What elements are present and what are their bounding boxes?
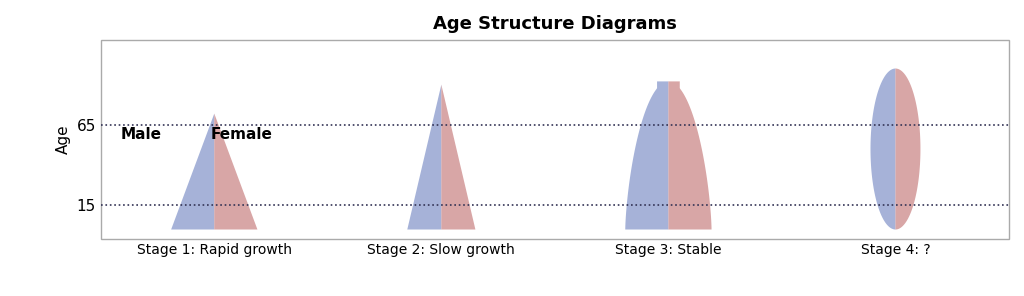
Polygon shape	[441, 85, 475, 229]
Polygon shape	[669, 81, 712, 229]
Text: Stage 4: ?: Stage 4: ?	[860, 243, 930, 257]
Text: Male: Male	[121, 127, 162, 142]
Polygon shape	[870, 68, 895, 229]
Text: Stage 2: Slow growth: Stage 2: Slow growth	[368, 243, 515, 257]
Title: Age Structure Diagrams: Age Structure Diagrams	[433, 15, 677, 33]
Polygon shape	[408, 85, 441, 229]
Y-axis label: Age: Age	[56, 125, 71, 154]
Polygon shape	[895, 68, 921, 229]
Text: Stage 1: Rapid growth: Stage 1: Rapid growth	[137, 243, 292, 257]
Text: Stage 3: Stable: Stage 3: Stable	[615, 243, 722, 257]
Polygon shape	[626, 81, 669, 229]
Polygon shape	[171, 114, 214, 229]
Text: Female: Female	[211, 127, 272, 142]
Polygon shape	[214, 114, 257, 229]
